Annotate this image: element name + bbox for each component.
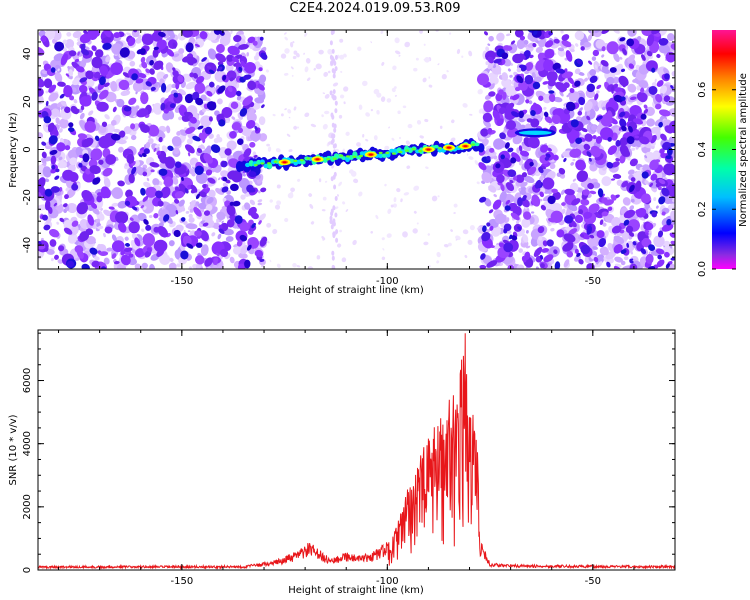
noise-blue-0 <box>38 30 268 269</box>
snr-ytick-label: 0 <box>22 567 33 573</box>
colorbar: 0.0 0.2 0.4 0.6 Normalized spectral amplitu… <box>697 30 749 277</box>
snr-ticks <box>38 330 676 571</box>
heatmap-image <box>38 30 675 269</box>
spectrogram-ytick-label: 0 <box>22 146 33 152</box>
spectrogram-ytick-label: -40 <box>22 237 33 253</box>
spectrogram-x-axis-label: Height of straight line (km) <box>288 285 424 296</box>
spectrogram-xtick-label: -50 <box>585 276 601 287</box>
colorbar-tick-label: 0.6 <box>697 82 708 98</box>
snr-ytick-label: 4000 <box>22 431 33 456</box>
snr-ytick-label: 6000 <box>22 368 33 393</box>
colorbar-tick-label: 0.0 <box>697 261 708 277</box>
spectrogram-ytick-label: 40 <box>22 48 33 61</box>
spectrogram-panel: -150 -100 -50 -40 -20 0 20 40 Height of straig… <box>8 29 676 296</box>
noise-blue-1 <box>479 30 675 269</box>
signal-track <box>235 128 556 173</box>
faint-streak <box>329 30 339 269</box>
snr-x-axis-label: Height of straight line (km) <box>288 585 424 596</box>
spectrogram-ytick-label: -20 <box>22 189 33 205</box>
page-title: C2E4.2024.019.09.53.R09 <box>289 1 461 16</box>
spectrogram-xtick-label: -150 <box>170 276 193 287</box>
spectrogram-ytick-label: 20 <box>22 95 33 108</box>
snr-y-axis-label: SNR (10 * v/v) <box>8 414 19 485</box>
snr-xtick-label: -50 <box>585 576 601 587</box>
snr-series-line <box>38 333 675 570</box>
noise-violet-1 <box>476 30 675 269</box>
spectrogram-y-axis-label: Frequency (Hz) <box>8 112 19 188</box>
snr-frame <box>37 329 676 571</box>
snr-panel: -150 -100 -50 0 2000 4000 6000 Height of stra… <box>8 329 676 596</box>
spectrogram-ticks <box>38 29 676 270</box>
snr-ytick-label: 2000 <box>22 494 33 519</box>
colorbar-tick-label: 0.2 <box>697 201 708 217</box>
snr-xtick-label: -100 <box>376 576 399 587</box>
spectrogram-xtick-label: -100 <box>376 276 399 287</box>
snr-xtick-label: -150 <box>170 576 193 587</box>
colorbar-label: Normalized spectral amplitude <box>738 73 749 227</box>
colorbar-tick-label: 0.4 <box>697 142 708 158</box>
